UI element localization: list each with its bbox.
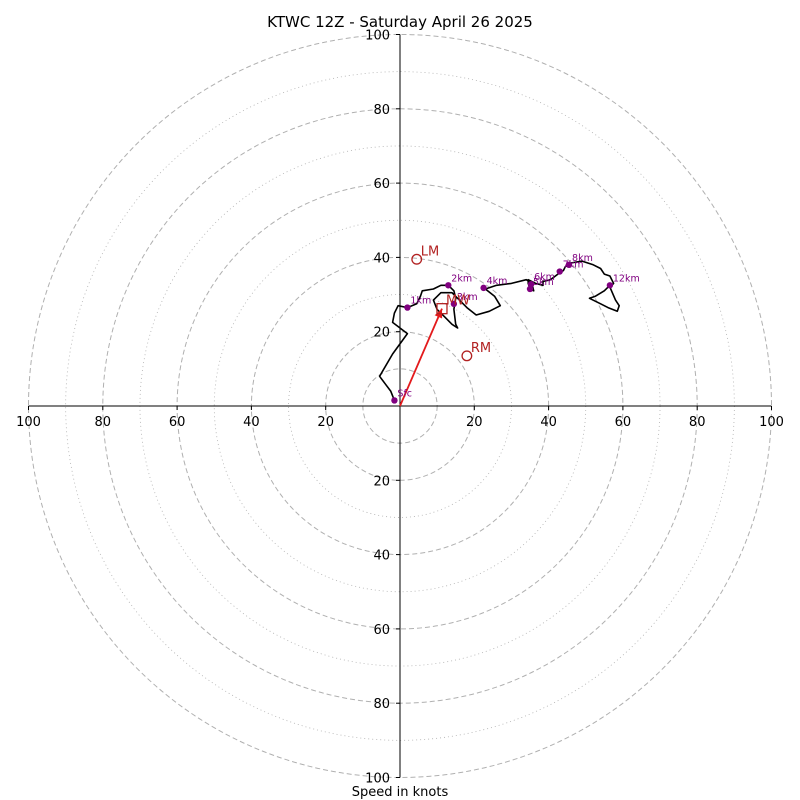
hodograph-trace-group — [378, 260, 621, 401]
y-tick-label: 100 — [365, 772, 390, 787]
storm-motion-marker — [411, 253, 423, 265]
height-point-label: 1km — [410, 296, 431, 307]
mean-wind-marker — [436, 303, 448, 315]
y-tick-label: 40 — [373, 251, 390, 266]
height-point-label: 6km — [534, 272, 555, 283]
x-tick-label: 80 — [689, 415, 706, 430]
x-tick-label: 60 — [169, 415, 186, 430]
height-point-marker — [556, 268, 563, 275]
height-point-marker — [445, 282, 452, 289]
y-tick-label: 80 — [373, 103, 390, 118]
y-tick-label: 20 — [373, 326, 390, 341]
x-tick-label: 20 — [466, 415, 483, 430]
storm-motion-label: LM — [421, 244, 439, 259]
x-tick-label: 40 — [540, 415, 557, 430]
height-point-label: 3km — [457, 292, 478, 303]
height-point-marker — [526, 285, 534, 293]
storm-motion-group: LM RM MW — [411, 244, 491, 362]
height-point-label: Sfc — [397, 388, 412, 399]
x-tick-label: 40 — [243, 415, 260, 430]
height-point-label: 4km — [487, 276, 508, 287]
height-point-label: 5km — [533, 277, 554, 288]
motion-vector-line — [399, 308, 443, 407]
height-point-marker — [391, 397, 398, 404]
height-point-marker — [527, 280, 535, 288]
x-tick-label: 60 — [615, 415, 632, 430]
storm-motion-label: MW — [446, 294, 470, 309]
x-tick-label: 20 — [317, 415, 334, 430]
height-point-marker — [404, 304, 411, 311]
x-tick-label: 100 — [759, 415, 784, 430]
y-tick-label: 60 — [373, 177, 390, 192]
y-tick-label: 100 — [365, 29, 390, 44]
height-point-marker — [565, 261, 573, 269]
height-point-marker — [450, 300, 458, 308]
storm-motion-label: RM — [471, 341, 491, 356]
chart-title: KTWC 12Z - Saturday April 26 2025 — [267, 13, 533, 31]
y-tick-label: 60 — [373, 623, 390, 638]
y-tick-label: 40 — [373, 549, 390, 564]
x-tick-label: 100 — [16, 415, 41, 430]
tick-labels: 100 80 60 40 20 20 40 60 80 100 100 80 60 40 20 20 40 60 8… — [16, 29, 784, 787]
height-point-label: 7km — [563, 260, 584, 271]
y-tick-label: 80 — [373, 697, 390, 712]
height-point-marker — [606, 282, 614, 289]
height-point-label: 8km — [572, 253, 593, 264]
x-axis-label: Speed in knots — [352, 785, 449, 800]
height-point-marker — [480, 284, 487, 292]
height-point-label: 12km — [613, 273, 640, 284]
hodograph-trace — [378, 260, 621, 401]
storm-motion-marker — [461, 350, 473, 362]
x-tick-label: 80 — [95, 415, 112, 430]
height-point-label: 2km — [451, 273, 472, 284]
y-tick-label: 20 — [373, 474, 390, 489]
